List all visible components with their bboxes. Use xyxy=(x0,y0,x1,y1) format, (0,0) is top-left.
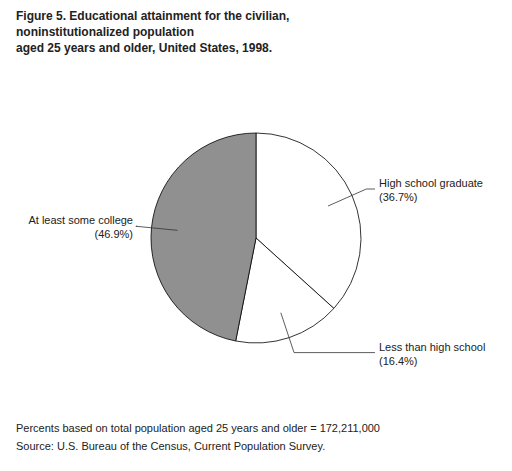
chart: Figure 5. Educational attainment for the… xyxy=(0,0,512,471)
title: aged 25 years and older, United States, … xyxy=(16,41,272,55)
footer-note: Source: U.S. Bureau of the Census, Curre… xyxy=(16,440,325,452)
title: Figure 5. Educational attainment for the… xyxy=(16,9,289,23)
footer-group: Percents based on total population aged … xyxy=(16,422,380,452)
slice-label: At least some college xyxy=(28,214,133,226)
slice xyxy=(151,133,256,341)
value-label: (46.9%) xyxy=(94,228,133,240)
title-group: Figure 5. Educational attainment for the… xyxy=(16,9,289,55)
value-label: (16.4%) xyxy=(379,355,418,367)
leader-line xyxy=(136,226,178,230)
slice-label: High school graduate xyxy=(379,177,483,189)
slice-label: Less than high school xyxy=(379,341,485,353)
leader-line xyxy=(328,189,375,206)
labels: High school graduate (36.7%) Less than hig… xyxy=(28,177,485,367)
footer-note: Percents based on total population aged … xyxy=(16,422,380,434)
title: noninstitutionalized population xyxy=(16,25,194,39)
leader-line xyxy=(281,313,375,353)
slices xyxy=(151,133,361,343)
pie: High school graduate (36.7%) Less than hig… xyxy=(28,133,485,367)
value-label: (36.7%) xyxy=(379,191,418,203)
